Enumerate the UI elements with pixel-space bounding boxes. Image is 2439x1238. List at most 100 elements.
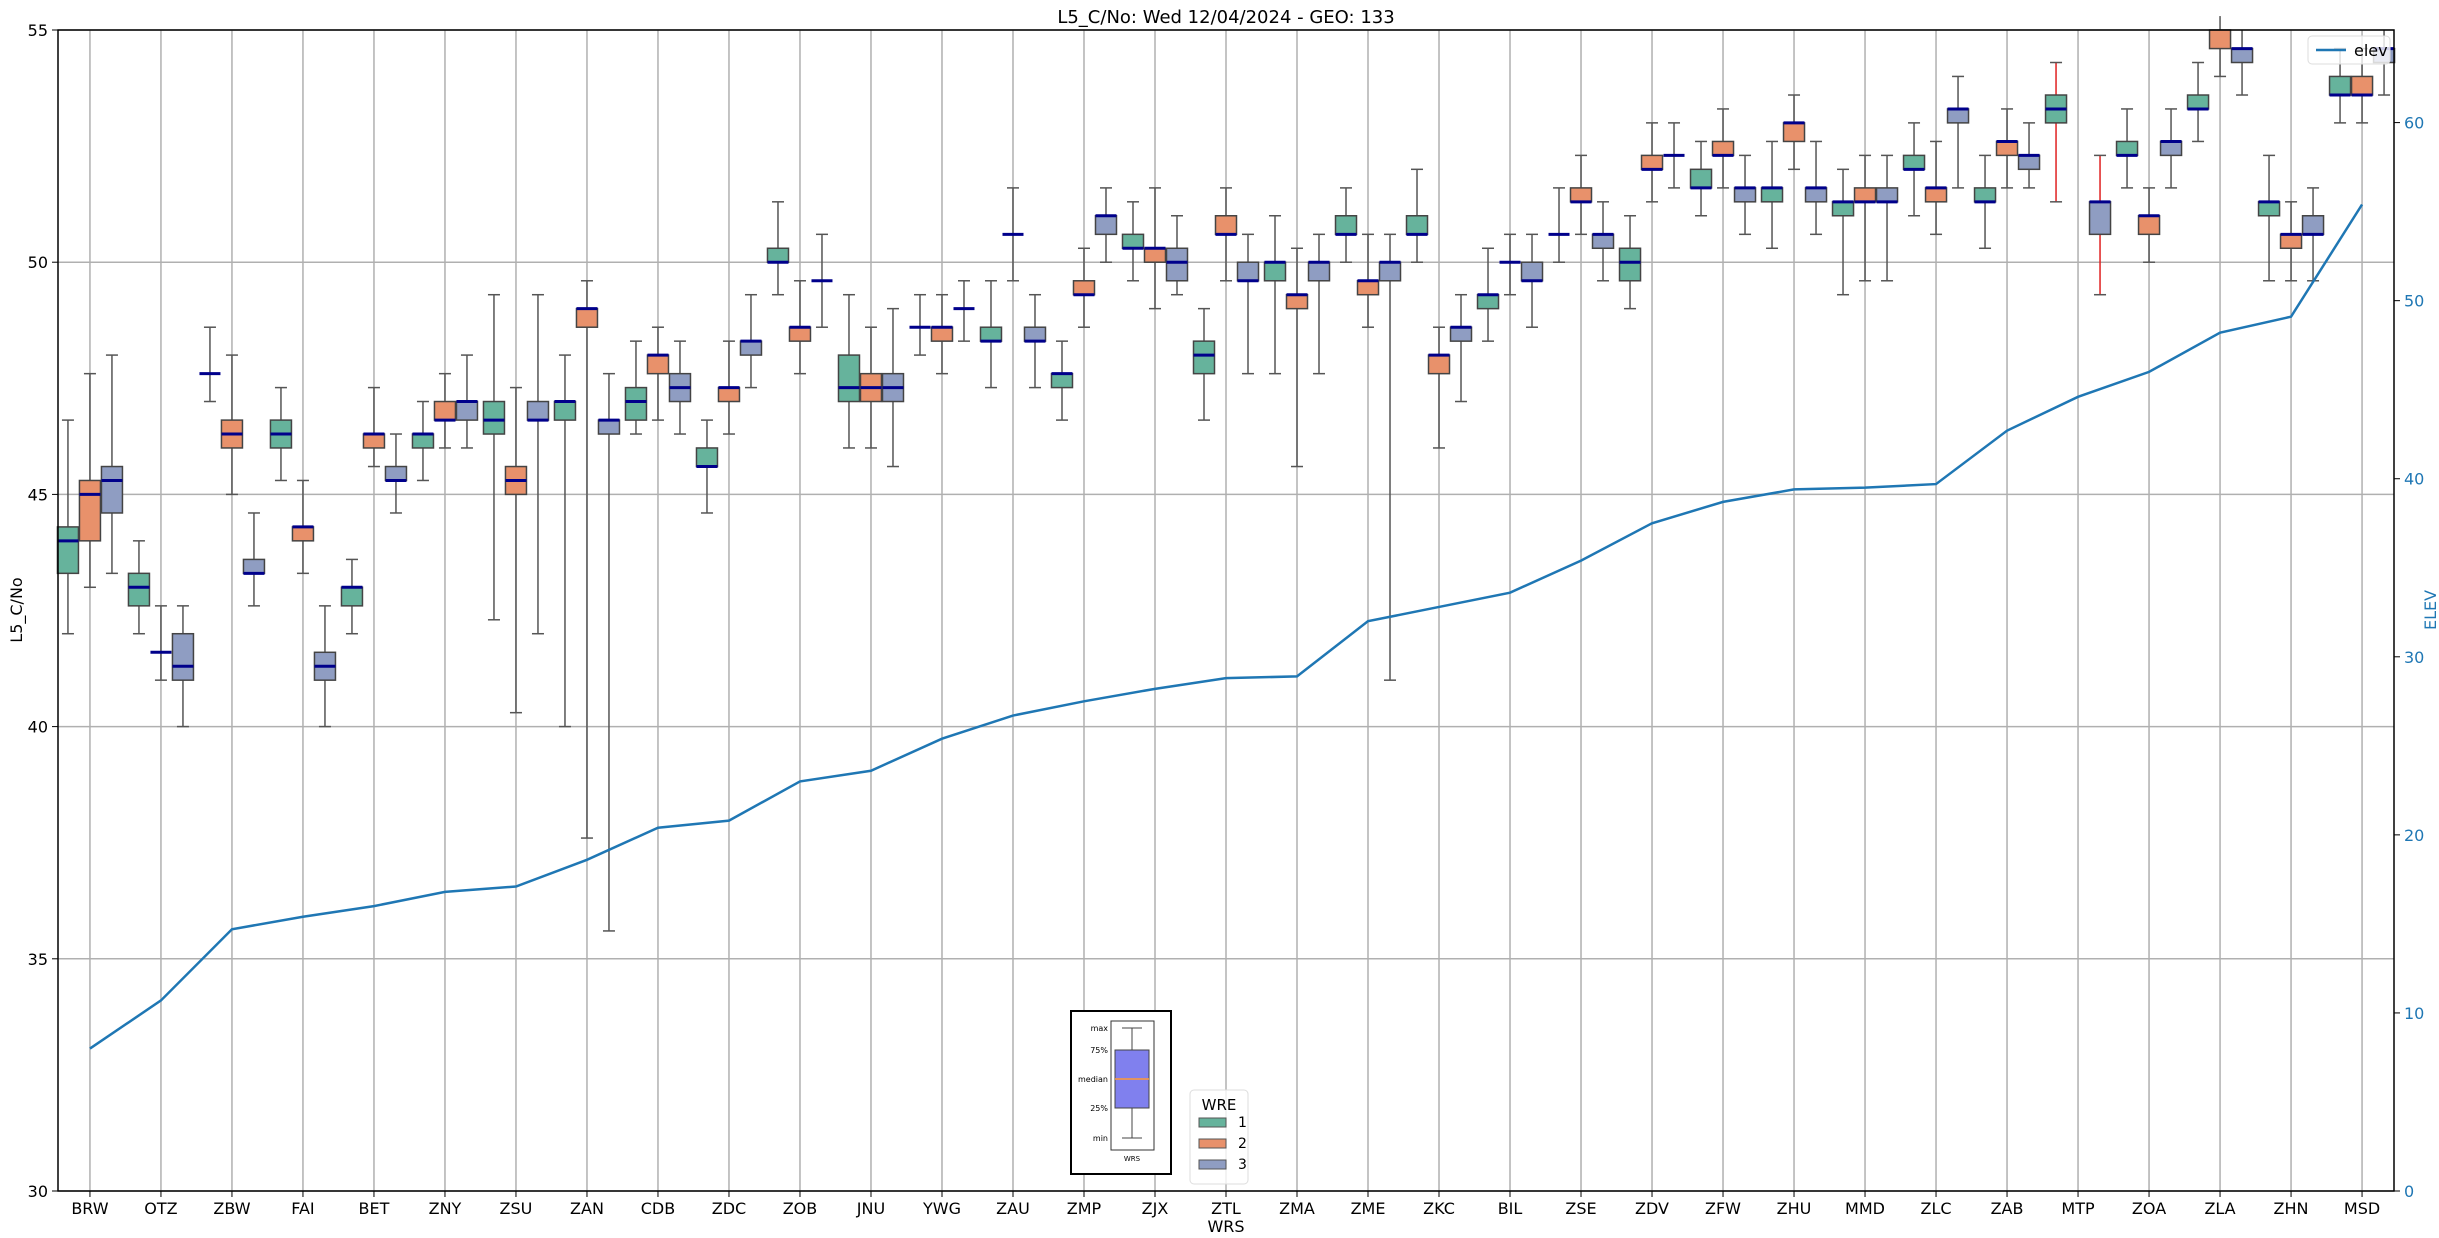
- box-OTZ-wre2: [150, 605, 172, 681]
- box-BIL-wre1: [1476, 247, 1500, 342]
- box-iqr: [1263, 261, 1287, 282]
- box-ZDC-wre2: [717, 340, 741, 435]
- box-iqr: [2208, 29, 2232, 50]
- box-iqr: [1711, 140, 1735, 157]
- box-iqr: [291, 526, 315, 542]
- box-ZAN-wre2: [575, 280, 599, 839]
- inset-label-q3: 75%: [1090, 1046, 1108, 1055]
- box-ZKC-wre2: [1427, 326, 1451, 449]
- box-ZLC-wre2: [1924, 140, 1948, 236]
- box-ZMA-wre2: [1285, 247, 1309, 468]
- box-iqr: [1689, 168, 1713, 189]
- box-ZHN-wre1: [2257, 154, 2281, 282]
- box-ZSE-wre3: [1591, 201, 1615, 282]
- box-ZFW-wre1: [1689, 140, 1713, 217]
- elev-legend-label: elev: [2354, 41, 2388, 60]
- x-axis-label: WRS: [1207, 1217, 1244, 1236]
- box-iqr: [1831, 201, 1855, 217]
- box-ZAB-wre3: [2017, 122, 2041, 189]
- box-BET-wre3: [384, 433, 408, 514]
- box-iqr: [1023, 326, 1047, 342]
- box-ZOB-wre2: [788, 280, 812, 375]
- x-tick-label: ZAB: [1991, 1199, 2024, 1218]
- box-FAI-wre3: [313, 605, 337, 728]
- box-iqr: [127, 572, 151, 607]
- elev-legend: elev: [2307, 35, 2391, 65]
- box-iqr: [1733, 187, 1757, 203]
- y2-axis-label: ELEV: [2421, 590, 2439, 630]
- y2-axis: 0 10 20 30 40 50 60: [2394, 114, 2424, 1201]
- box-BET-wre2: [362, 386, 386, 468]
- x-tick-label: ZNY: [429, 1199, 462, 1218]
- box-ZDV-wre1: [1618, 215, 1642, 310]
- box-FAI-wre1: [269, 386, 293, 482]
- box-ZHU-wre3: [1804, 140, 1828, 236]
- box-ZME-wre3: [1378, 233, 1402, 681]
- box-ZHU-wre1: [1760, 140, 1784, 250]
- y2-tick-label: 20: [2404, 826, 2424, 845]
- box-iqr: [1427, 354, 1451, 375]
- box-iqr: [1520, 261, 1544, 282]
- box-iqr: [1072, 280, 1096, 296]
- box-iqr: [384, 465, 408, 482]
- box-ZJX-wre1: [1121, 201, 1145, 282]
- box-ZME-wre1: [1334, 187, 1358, 263]
- box-iqr: [482, 400, 506, 435]
- box-iqr: [553, 400, 577, 421]
- box-ZKC-wre3: [1449, 293, 1473, 403]
- y-tick-label: 30: [28, 1182, 48, 1201]
- box-MMD-wre2: [1853, 154, 1877, 282]
- x-tick-label: BET: [359, 1199, 390, 1218]
- x-tick-label: ZME: [1351, 1199, 1386, 1218]
- box-ZTL-wre3: [1236, 233, 1260, 375]
- x-axis: BRW OTZ ZBW FAI BET ZNY ZSU ZAN CDB ZDC ZOB JNU YWG Z…: [71, 1191, 2380, 1218]
- x-tick-label: ZOB: [783, 1199, 818, 1218]
- wre-legend-title: WRE: [1202, 1096, 1237, 1114]
- box-iqr: [1214, 215, 1238, 236]
- box-ZLC-wre3: [1946, 75, 1970, 189]
- box-ZKC-wre1: [1405, 168, 1429, 263]
- x-tick-label: ZTL: [1211, 1199, 1241, 1218]
- box-iqr: [1804, 187, 1828, 203]
- box-ZFW-wre3: [1733, 154, 1757, 236]
- box-iqr: [646, 354, 670, 375]
- box-ZHU-wre2: [1782, 94, 1806, 171]
- box-iqr: [695, 447, 719, 468]
- box-iqr: [171, 632, 195, 681]
- x-tick-label: ZDV: [1635, 1199, 1669, 1218]
- box-CDB-wre1: [624, 340, 648, 435]
- box-iqr: [1285, 293, 1309, 310]
- box-iqr: [1924, 187, 1948, 203]
- box-ZNY-wre3: [455, 354, 479, 449]
- x-tick-label: ZLC: [1921, 1199, 1952, 1218]
- box-ZDV-wre3: [1663, 122, 1685, 189]
- y-tick-label: 40: [28, 718, 48, 737]
- inset-label-max: max: [1091, 1024, 1109, 1033]
- wre-swatch-1: [1198, 1117, 1227, 1128]
- box-BRW-wre2: [78, 372, 102, 589]
- y-tick-label: 45: [28, 485, 48, 504]
- y2-tick-label: 60: [2404, 114, 2424, 133]
- box-iqr: [2115, 140, 2139, 157]
- box-iqr: [2137, 215, 2161, 236]
- box-YWG-wre2: [930, 293, 954, 375]
- box-ZSU-wre1: [482, 293, 506, 621]
- box-JNU-wre1: [837, 293, 861, 449]
- box-ZAU-wre1: [979, 280, 1003, 389]
- box-iqr: [1094, 215, 1118, 236]
- box-iqr: [1591, 233, 1615, 250]
- box-JNU-wre3: [881, 307, 905, 468]
- box-iqr: [1192, 340, 1216, 375]
- box-iqr: [2301, 215, 2325, 236]
- box-iqr: [1782, 122, 1806, 143]
- box-ZAB-wre2: [1995, 108, 2019, 189]
- box-ZLA-wre3: [2230, 30, 2254, 96]
- x-tick-label: ZLA: [2204, 1199, 2235, 1218]
- wre-label-2: 2: [1238, 1136, 1247, 1152]
- box-ZDC-wre1: [695, 419, 719, 514]
- box-iqr: [56, 526, 80, 575]
- box-iqr: [2350, 75, 2374, 96]
- box-BIL-wre2: [1499, 233, 1521, 296]
- box-ZBW-wre3: [242, 512, 266, 607]
